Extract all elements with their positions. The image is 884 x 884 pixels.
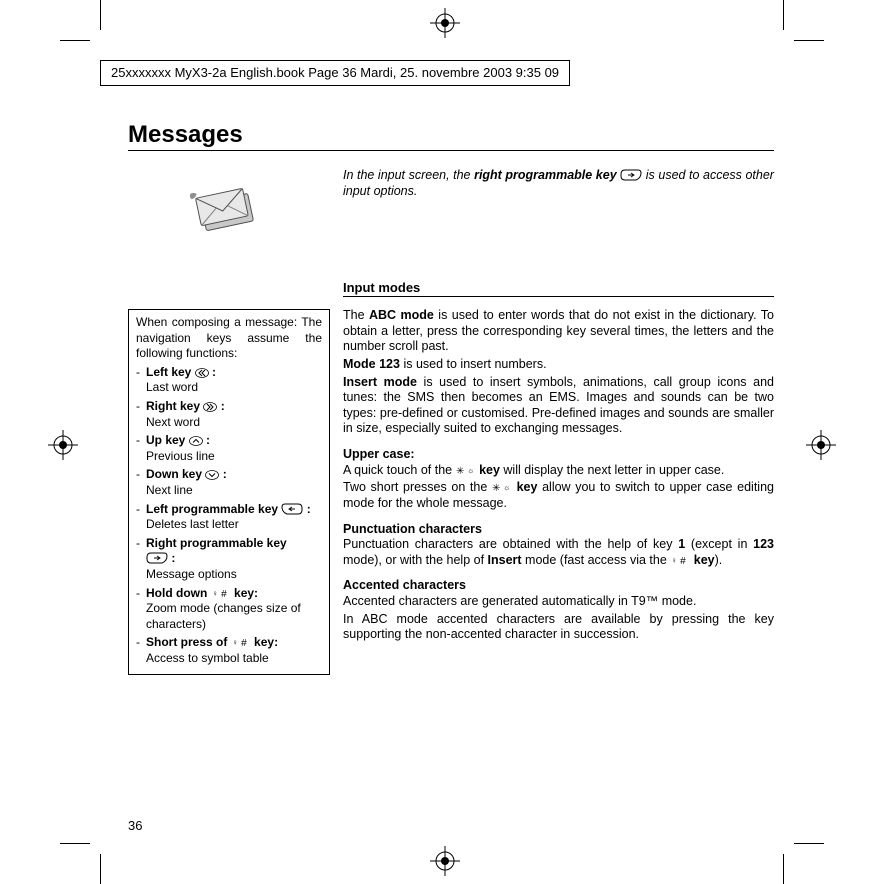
svg-text:✳: ✳ bbox=[456, 466, 464, 476]
left-double-chevron-icon bbox=[195, 365, 209, 379]
title-rule bbox=[128, 150, 774, 151]
sidebar-item-hold-hash: Hold down ♀# key: Zoom mode (changes siz… bbox=[136, 586, 322, 633]
hash-key-icon: ♀# bbox=[211, 586, 231, 600]
down-chevron-icon bbox=[205, 467, 219, 481]
upper-case-heading: Upper case: bbox=[343, 447, 774, 463]
sidebar-intro: When composing a message: The navigation… bbox=[136, 315, 322, 362]
upper-case-line2: Two short presses on the ✳☼ key allow yo… bbox=[343, 480, 774, 511]
input-modes-heading: Input modes bbox=[343, 280, 420, 296]
svg-text:✳: ✳ bbox=[492, 483, 500, 493]
svg-text:#: # bbox=[680, 556, 686, 566]
sidebar-item-right-key: Right key : Next word bbox=[136, 399, 322, 430]
punctuation-heading: Punctuation characters bbox=[343, 522, 774, 538]
accented-heading: Accented characters bbox=[343, 578, 774, 594]
intro-prefix: In the input screen, the bbox=[343, 168, 474, 182]
sidebar-item-left-key: Left key : Last word bbox=[136, 365, 322, 396]
upper-case-line1: A quick touch of the ✳☼ key will display… bbox=[343, 463, 774, 479]
softkey-right-icon bbox=[146, 551, 168, 565]
star-key-icon: ✳☼ bbox=[492, 480, 512, 494]
registration-mark-icon bbox=[430, 8, 460, 38]
sidebar-item-short-hash: Short press of ♀# key: Access to symbol … bbox=[136, 635, 322, 666]
page-header-metadata: 25xxxxxxx MyX3-2a English.book Page 36 M… bbox=[100, 60, 570, 86]
main-content: The ABC mode is used to enter words that… bbox=[343, 308, 774, 645]
header-text: 25xxxxxxx MyX3-2a English.book Page 36 M… bbox=[111, 65, 559, 80]
intro-paragraph: In the input screen, the right programma… bbox=[343, 168, 774, 199]
abc-mode-paragraph: The ABC mode is used to enter words that… bbox=[343, 308, 774, 355]
hash-key-icon: ♀# bbox=[670, 553, 690, 567]
softkey-right-icon bbox=[620, 168, 642, 182]
sidebar-item-up-key: Up key : Previous line bbox=[136, 433, 322, 464]
registration-mark-icon bbox=[48, 430, 78, 460]
svg-text:☼: ☼ bbox=[467, 466, 474, 475]
svg-text:#: # bbox=[221, 589, 227, 599]
messages-envelope-icon bbox=[190, 180, 265, 235]
insert-mode-paragraph: Insert mode is used to insert symbols, a… bbox=[343, 375, 774, 438]
up-chevron-icon bbox=[189, 433, 203, 447]
intro-bold: right programmable key bbox=[474, 168, 617, 182]
svg-text:♀: ♀ bbox=[212, 589, 218, 598]
sidebar-item-left-softkey: Left programmable key : Deletes last let… bbox=[136, 502, 322, 533]
star-key-icon: ✳☼ bbox=[456, 463, 476, 477]
section-rule bbox=[343, 296, 774, 297]
accented-line1: Accented characters are generated automa… bbox=[343, 594, 774, 610]
right-double-chevron-icon bbox=[203, 399, 217, 413]
svg-text:♀: ♀ bbox=[671, 556, 677, 565]
sidebar-item-right-softkey: Right programmable key : Message options bbox=[136, 536, 322, 583]
page-title: Messages bbox=[128, 120, 243, 150]
svg-text:☼: ☼ bbox=[503, 483, 510, 492]
registration-mark-icon bbox=[430, 846, 460, 876]
accented-line2: In ABC mode accented characters are avai… bbox=[343, 612, 774, 643]
page-number: 36 bbox=[128, 818, 142, 834]
sidebar-navigation-keys-box: When composing a message: The navigation… bbox=[128, 309, 330, 675]
svg-text:#: # bbox=[241, 638, 247, 648]
hash-key-icon: ♀# bbox=[231, 635, 251, 649]
mode-123-paragraph: Mode 123 is used to insert numbers. bbox=[343, 357, 774, 373]
svg-text:♀: ♀ bbox=[232, 638, 238, 647]
softkey-left-icon bbox=[281, 502, 303, 516]
sidebar-item-down-key: Down key : Next line bbox=[136, 467, 322, 498]
registration-mark-icon bbox=[806, 430, 836, 460]
punctuation-paragraph: Punctuation characters are obtained with… bbox=[343, 537, 774, 568]
